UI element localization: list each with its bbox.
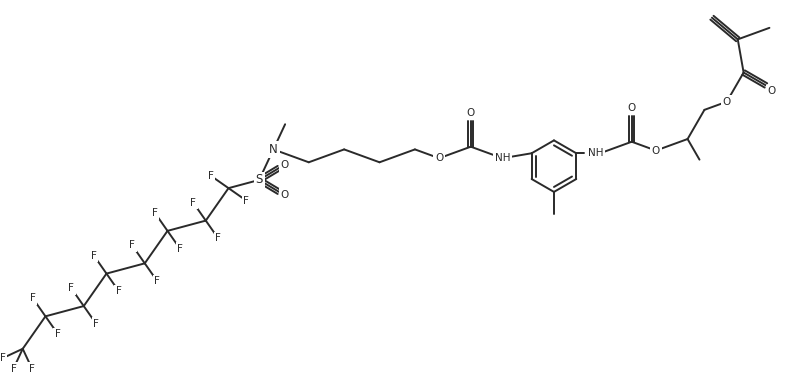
Text: O: O (281, 190, 289, 200)
Text: F: F (68, 283, 74, 293)
Text: F: F (0, 353, 6, 363)
Text: F: F (91, 251, 97, 261)
Text: F: F (129, 240, 135, 251)
Text: F: F (116, 286, 122, 297)
Text: O: O (435, 153, 443, 163)
Text: N: N (269, 143, 277, 156)
Text: F: F (29, 364, 35, 374)
Text: O: O (281, 160, 289, 170)
Text: F: F (30, 294, 36, 303)
Text: F: F (93, 319, 100, 329)
Text: F: F (244, 196, 249, 206)
Text: O: O (467, 108, 475, 118)
Text: O: O (722, 97, 731, 107)
Text: F: F (177, 244, 183, 254)
Text: F: F (215, 233, 221, 243)
Text: O: O (628, 103, 636, 113)
Text: F: F (11, 364, 16, 374)
Text: F: F (208, 171, 214, 181)
Text: F: F (152, 208, 158, 218)
Text: NH: NH (588, 148, 604, 158)
Text: F: F (190, 198, 197, 208)
Text: S: S (256, 174, 263, 186)
Text: F: F (155, 276, 160, 286)
Text: NH: NH (494, 153, 510, 163)
Text: O: O (768, 86, 776, 96)
Text: O: O (652, 145, 660, 156)
Text: F: F (55, 329, 61, 339)
